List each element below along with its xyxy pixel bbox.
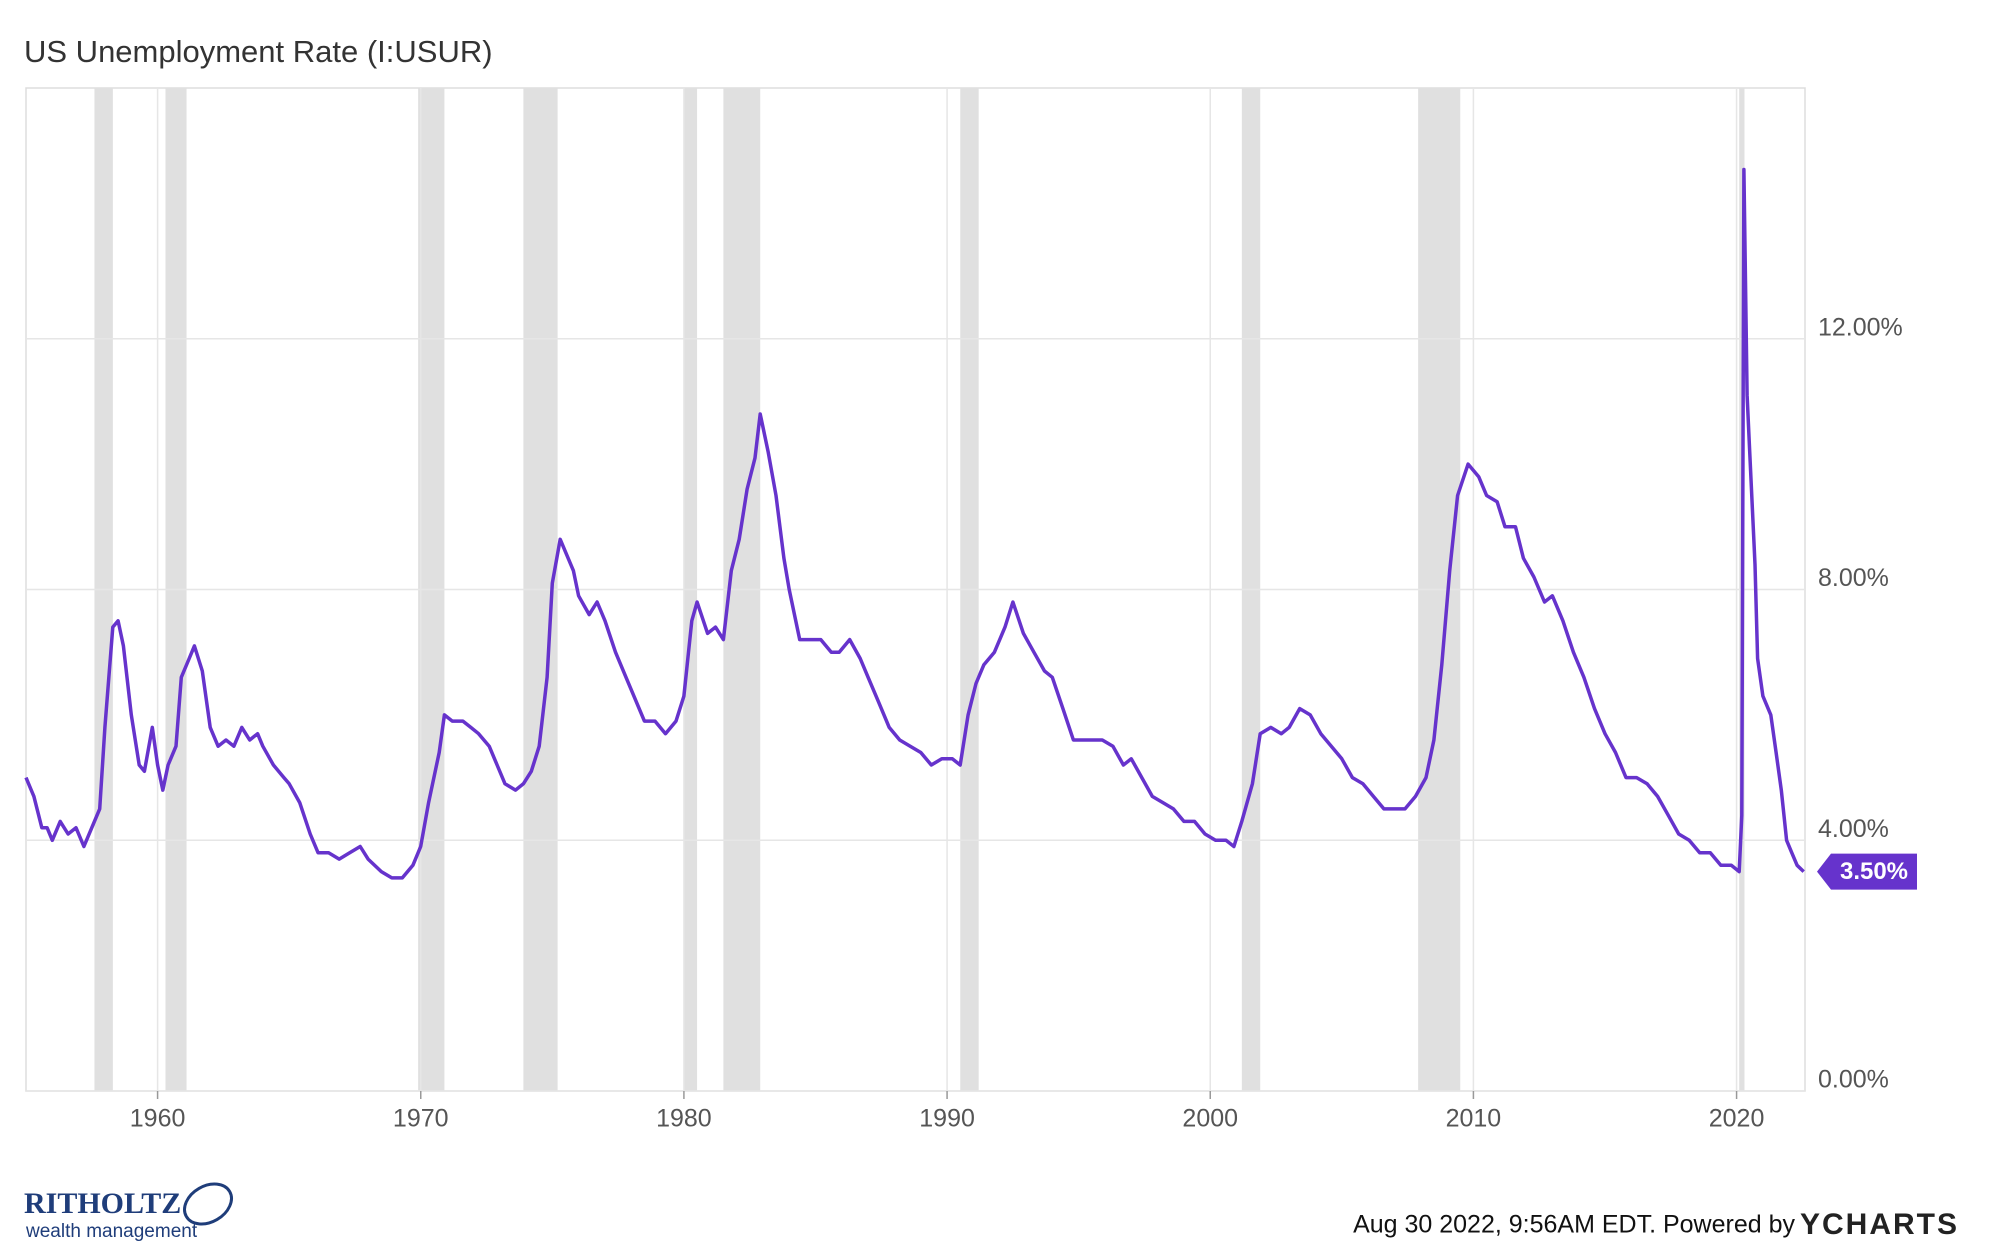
x-tick-label: 1990: [919, 1105, 975, 1133]
chart-title: US Unemployment Rate (I:USUR): [24, 34, 493, 69]
data-line: [24, 167, 1805, 880]
logo-sub: wealth management: [25, 1221, 198, 1242]
logo-icon: [183, 1182, 233, 1226]
y-tick-label: 8.00%: [1818, 564, 1889, 592]
footer-brand: YCHARTS: [1800, 1208, 1959, 1241]
x-tick-label: 1960: [130, 1105, 186, 1133]
end-label: 3.50%: [1840, 858, 1908, 885]
end-label-flag: [1817, 853, 1917, 890]
y-tick-label: 12.00%: [1818, 313, 1903, 341]
y-tick-label: 4.00%: [1818, 815, 1889, 843]
logo-name: RITHOLTZ: [24, 1187, 181, 1220]
logo: RITHOLTZ wealth management: [24, 1182, 233, 1242]
x-tick-label: 1980: [656, 1105, 712, 1133]
x-tick-label: 2000: [1182, 1105, 1238, 1133]
x-tick-label: 2020: [1709, 1105, 1765, 1133]
y-tick-label: 0.00%: [1818, 1066, 1889, 1094]
x-tick-label: 2010: [1446, 1105, 1502, 1133]
x-tick-label: 1970: [393, 1105, 449, 1133]
footer: Aug 30 2022, 9:56AM EDT. Powered by: [1353, 1211, 1795, 1239]
